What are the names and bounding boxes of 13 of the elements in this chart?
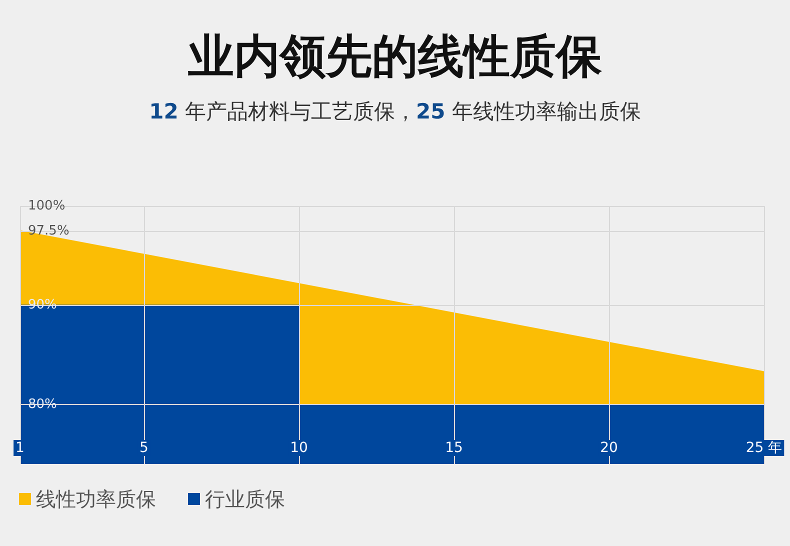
legend-label: 线性功率质保 xyxy=(36,487,156,511)
y-tick-label: 100% xyxy=(28,198,66,214)
x-tick-label: 10 xyxy=(290,440,308,456)
chart-title: 业内领先的线性质保 xyxy=(188,29,603,83)
x-tick-label: 5 xyxy=(140,440,148,456)
x-tick-label: 25 年 xyxy=(746,440,782,456)
y-tick-label: 90% xyxy=(28,298,57,313)
legend-label: 行业质保 xyxy=(205,487,285,511)
x-tick-label: 1 xyxy=(16,440,24,456)
x-tick-label: 20 xyxy=(600,440,618,456)
y-tick-label: 97.5% xyxy=(28,223,70,238)
chart-subtitle: 12 年产品材料与工艺质保，25 年线性功率输出质保 xyxy=(149,100,641,124)
x-tick-label: 15 xyxy=(445,440,463,456)
